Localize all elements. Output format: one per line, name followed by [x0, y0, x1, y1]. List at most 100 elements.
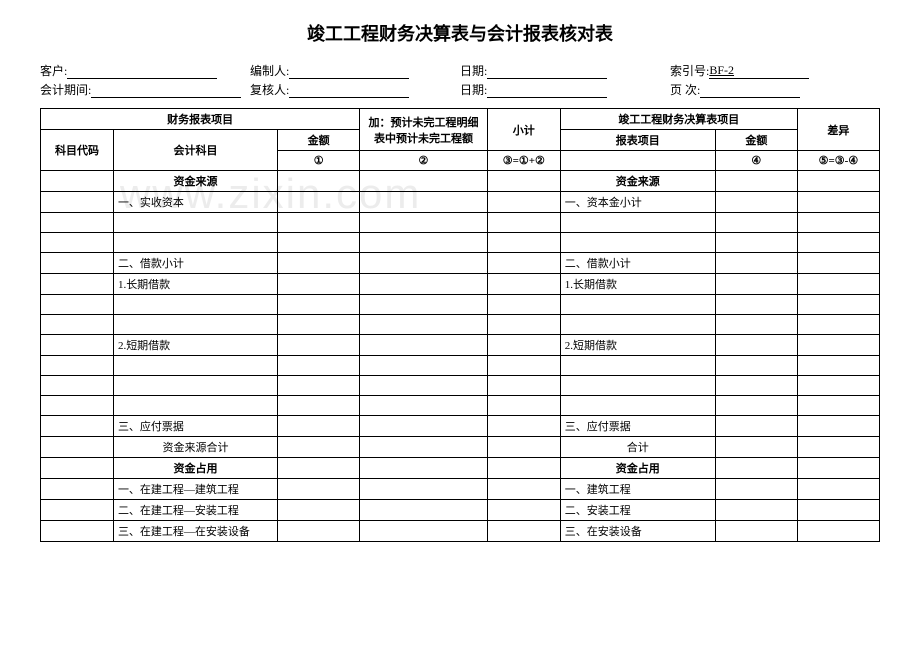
cell-amount2: [715, 500, 797, 521]
reviewer-label: 复核人:: [250, 81, 289, 98]
cell-item: [560, 295, 715, 315]
page-title: 竣工工程财务决算表与会计报表核对表: [40, 20, 880, 46]
cell-addition: [360, 500, 488, 521]
cell-subject: 资金来源合计: [113, 437, 277, 458]
cell-subject: [113, 233, 277, 253]
cell-subject: 二、借款小计: [113, 253, 277, 274]
cell-addition: [360, 396, 488, 416]
cell-subject: [113, 396, 277, 416]
cell-diff: [797, 356, 879, 376]
cell-subject: 一、在建工程—建筑工程: [113, 479, 277, 500]
cell-subtotal: [487, 500, 560, 521]
main-table: 财务报表项目 加：预计未完工程明细表中预计未完工程额 小计 竣工工程财务决算表项…: [40, 108, 880, 542]
cell-subject: [113, 295, 277, 315]
cell-subtotal: [487, 416, 560, 437]
cell-amount2: [715, 295, 797, 315]
cell-amount2: [715, 356, 797, 376]
cell-addition: [360, 335, 488, 356]
cell-diff: [797, 335, 879, 356]
cell-amount2: [715, 315, 797, 335]
cell-subtotal: [487, 521, 560, 542]
cell-item: 资金占用: [560, 458, 715, 479]
header-fields: 客户: 编制人: 日期: 索引号: BF-2 会计期间: 复核人: 日期:: [40, 62, 880, 100]
th-completion-report: 竣工工程财务决算表项目: [560, 109, 797, 130]
cell-amount1: [278, 500, 360, 521]
cell-amount1: [278, 171, 360, 192]
cell-subject: 一、实收资本: [113, 192, 277, 213]
th-code: 科目代码: [41, 130, 114, 171]
cell-amount1: [278, 479, 360, 500]
th-num1: ①: [278, 151, 360, 171]
cell-amount1: [278, 335, 360, 356]
cell-addition: [360, 458, 488, 479]
cell-item: 1.长期借款: [560, 274, 715, 295]
cell-diff: [797, 192, 879, 213]
period-field: 会计期间:: [40, 81, 250, 98]
cell-addition: [360, 356, 488, 376]
table-row: 三、应付票据三、应付票据: [41, 416, 880, 437]
date1-label: 日期:: [460, 62, 487, 79]
cell-addition: [360, 233, 488, 253]
cell-subject: [113, 356, 277, 376]
cell-item: [560, 376, 715, 396]
cell-code: [41, 416, 114, 437]
cell-subject: 资金来源: [113, 171, 277, 192]
cell-code: [41, 396, 114, 416]
cell-amount2: [715, 274, 797, 295]
th-num4: ④: [715, 151, 797, 171]
cell-amount2: [715, 233, 797, 253]
table-row: [41, 356, 880, 376]
th-subject: 会计科目: [113, 130, 277, 171]
cell-item: 资金来源: [560, 171, 715, 192]
cell-item: 一、建筑工程: [560, 479, 715, 500]
th-financial-report: 财务报表项目: [41, 109, 360, 130]
cell-amount1: [278, 458, 360, 479]
cell-code: [41, 479, 114, 500]
period-value: [91, 84, 241, 98]
table-row: 一、实收资本一、资本金小计: [41, 192, 880, 213]
cell-code: [41, 233, 114, 253]
th-subtotal: 小计: [487, 109, 560, 151]
cell-code: [41, 521, 114, 542]
th-report-item: 报表项目: [560, 130, 715, 151]
th-amount2: 金额: [715, 130, 797, 151]
cell-code: [41, 192, 114, 213]
cell-subtotal: [487, 213, 560, 233]
cell-code: [41, 213, 114, 233]
cell-diff: [797, 253, 879, 274]
table-row: 一、在建工程—建筑工程 一、建筑工程: [41, 479, 880, 500]
th-num5: ⑤=③-④: [797, 151, 879, 171]
cell-code: [41, 376, 114, 396]
cell-addition: [360, 192, 488, 213]
cell-addition: [360, 437, 488, 458]
cell-amount2: [715, 458, 797, 479]
cell-subtotal: [487, 253, 560, 274]
page-field: 页 次:: [670, 81, 880, 98]
cell-amount1: [278, 192, 360, 213]
cell-code: [41, 274, 114, 295]
cell-subtotal: [487, 295, 560, 315]
cell-addition: [360, 416, 488, 437]
cell-subtotal: [487, 356, 560, 376]
date2-field: 日期:: [460, 81, 670, 98]
cell-code: [41, 437, 114, 458]
preparer-label: 编制人:: [250, 62, 289, 79]
cell-diff: [797, 171, 879, 192]
cell-diff: [797, 500, 879, 521]
reviewer-field: 复核人:: [250, 81, 460, 98]
cell-subject: 2.短期借款: [113, 335, 277, 356]
cell-subtotal: [487, 171, 560, 192]
client-field: 客户:: [40, 62, 250, 79]
th-num3: ③=①+②: [487, 151, 560, 171]
cell-amount2: [715, 171, 797, 192]
cell-diff: [797, 315, 879, 335]
cell-amount1: [278, 356, 360, 376]
date2-value: [487, 84, 607, 98]
cell-addition: [360, 213, 488, 233]
table-row: 1.长期借款1.长期借款: [41, 274, 880, 295]
table-row: 资金占用资金占用: [41, 458, 880, 479]
table-row: 2.短期借款2.短期借款: [41, 335, 880, 356]
table-row: 二、在建工程—安装工程二、安装工程: [41, 500, 880, 521]
cell-amount1: [278, 295, 360, 315]
table-row: [41, 315, 880, 335]
